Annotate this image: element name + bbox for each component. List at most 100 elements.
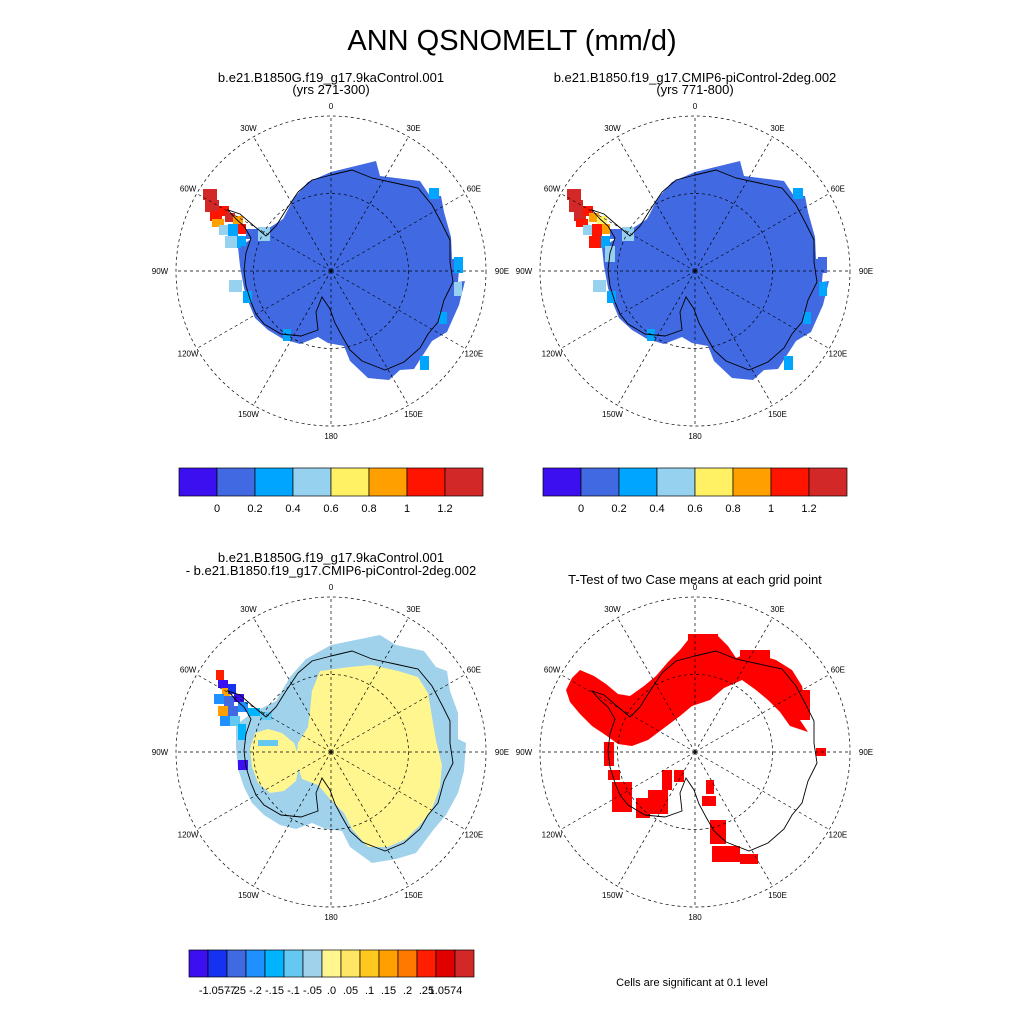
- lon-label: 120E: [465, 831, 484, 840]
- meridian-line: [196, 193, 332, 272]
- lon-label: 30W: [240, 124, 257, 133]
- meridian-line: [617, 751, 696, 887]
- cell: [576, 219, 588, 227]
- colorbar-swatch: [321, 949, 342, 978]
- colorbar-tick-label: 1.2: [801, 503, 816, 515]
- colorbar-tick-label: .2: [403, 985, 412, 997]
- cell: [228, 684, 236, 694]
- lon-label: 60W: [544, 666, 561, 675]
- sig-cell: [790, 690, 810, 720]
- cell: [592, 224, 602, 236]
- cell: [222, 688, 230, 696]
- lon-label: 150W: [602, 891, 623, 900]
- lat-circle-60s: [253, 193, 409, 349]
- panel-case2: b.e21.B1850.f19_g17.CMIP6-piControl-2deg…: [516, 70, 873, 515]
- cell: [238, 702, 248, 712]
- meridian-line: [617, 270, 696, 406]
- lon-label: 120W: [178, 831, 199, 840]
- margin-pixel: [593, 280, 606, 292]
- cell: [246, 229, 258, 239]
- cell: [601, 236, 610, 248]
- cell: [219, 225, 229, 235]
- lon-label: 150E: [768, 891, 787, 900]
- lon-label: 90E: [859, 748, 873, 757]
- colorbar-tick-label: .05: [343, 985, 358, 997]
- meridian-line: [330, 617, 409, 753]
- map-graticule: 0 30E 60E 90E 120E 150E 180 150W 120W 90W 60W 30W: [152, 102, 509, 441]
- lon-label: 150W: [602, 410, 623, 419]
- colorbar-tick-label: 1: [768, 503, 774, 515]
- colorbar-tick-label: .15: [381, 985, 396, 997]
- panel-title-line2: - b.e21.B1850.f19_g17.CMIP6-piControl-2d…: [186, 563, 477, 578]
- margin-pixel: [429, 188, 439, 199]
- colorbar-tick-label: 0.4: [649, 503, 664, 515]
- lon-label: 120W: [542, 350, 563, 359]
- cell: [610, 229, 622, 239]
- sig-cell: [674, 770, 684, 782]
- colorbar-tick-label: -.1: [287, 985, 300, 997]
- lat-circle-60s: [253, 674, 409, 830]
- panel-title-line1: b.e21.B1850G.f19_g17.9kaControl.001: [218, 550, 444, 565]
- lon-label: 150W: [238, 891, 259, 900]
- colorbar-swatch: [359, 949, 380, 978]
- colorbar-swatch: [178, 467, 218, 497]
- cell: [248, 708, 260, 716]
- cell: [214, 694, 224, 704]
- lon-label: 30E: [406, 605, 420, 614]
- lon-label: 60W: [544, 185, 561, 194]
- margin-pixel: [803, 312, 811, 324]
- colorbar-swatch: [435, 949, 456, 978]
- antarctica-field: [602, 161, 829, 380]
- coastline: [226, 169, 454, 371]
- colorbar-tick-label: 0.4: [285, 503, 300, 515]
- sig-cell: [740, 854, 758, 864]
- cell: [234, 694, 244, 702]
- cell: [218, 706, 228, 716]
- colorbar-difference: -1.0577-.25 -.2 -.15 -.1 -.05 .0 .05 .1 .15 .2 .25…: [188, 949, 475, 997]
- colorbar-tick-label: .25: [419, 985, 434, 997]
- colorbar-tick-label: 0.8: [361, 503, 376, 515]
- map-graticule: 0 30E 60E 90E 120E 150E 180 150W 120W 90W 60W 30W: [516, 583, 873, 922]
- meridian-line: [196, 751, 332, 830]
- colorbar-tick-label: -.25: [227, 985, 246, 997]
- lon-label: 90E: [495, 748, 509, 757]
- colorbar-case2: 0 0.2 0.4 0.6 0.8 1 1.2: [542, 467, 848, 515]
- sig-cell: [706, 780, 714, 794]
- meridian-line: [694, 270, 773, 406]
- map-difference: [214, 635, 466, 863]
- lon-label: 30E: [406, 124, 420, 133]
- meridian-line: [330, 751, 409, 887]
- meridian-line: [330, 270, 409, 406]
- lon-label: 0: [693, 102, 698, 111]
- colorbar-swatch: [542, 467, 582, 497]
- meridian-line: [196, 674, 332, 753]
- colorbar-tick-label: -1.0577: [199, 985, 236, 997]
- lon-label: 150W: [238, 410, 259, 419]
- cell: [260, 712, 272, 720]
- colorbar-tick-label: .1: [365, 985, 374, 997]
- lat-circle-outer: [539, 115, 851, 427]
- panel-title-line2: (yrs 771-800): [656, 82, 733, 97]
- meridian-line: [694, 270, 830, 349]
- main-title: ANN QSNOMELT (mm/d): [347, 25, 676, 57]
- lon-label: 120E: [829, 831, 848, 840]
- cell: [602, 224, 610, 234]
- cell: [203, 189, 217, 200]
- panel-title-line2: (yrs 271-300): [292, 82, 369, 97]
- meridian-line: [330, 136, 409, 272]
- meridian-line: [560, 193, 696, 272]
- cell: [589, 213, 599, 222]
- lat-circle-outer: [539, 596, 851, 908]
- colorbar-case1: 0 0.2 0.4 0.6 0.8 1 1.2: [178, 467, 484, 515]
- cell: [205, 200, 219, 212]
- lon-label: 0: [329, 583, 334, 592]
- colorbar-tick-label: -.2: [249, 985, 262, 997]
- lon-label: 180: [324, 913, 338, 922]
- colorbar-swatch: [302, 949, 323, 978]
- meridian-line: [196, 270, 332, 349]
- meridian-line: [617, 136, 696, 272]
- margin-pixel: [454, 282, 462, 296]
- coastline: [590, 169, 818, 371]
- lon-label: 30W: [604, 605, 621, 614]
